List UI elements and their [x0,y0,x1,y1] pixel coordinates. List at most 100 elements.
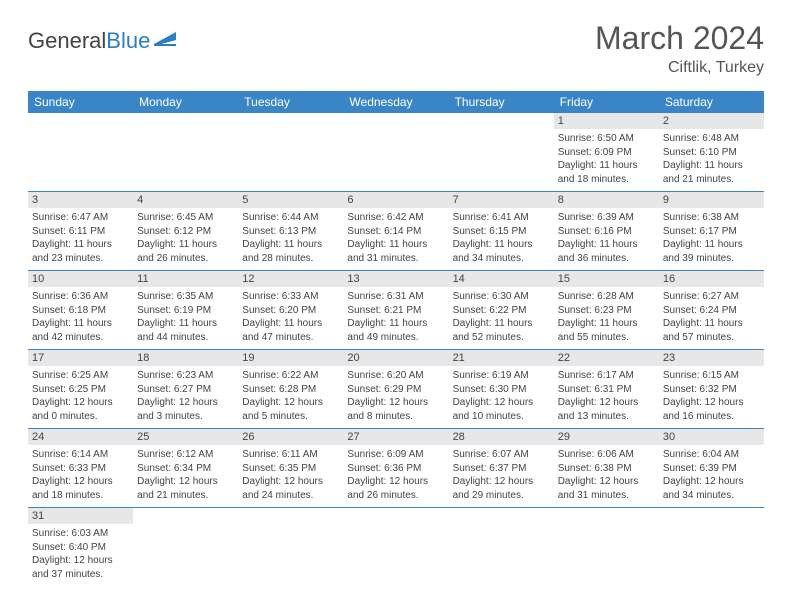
sunrise-text: Sunrise: 6:48 AM [663,132,760,146]
calendar-cell [343,508,448,587]
logo: GeneralBlue [28,28,180,54]
day-number: 5 [238,192,343,208]
calendar-cell [554,508,659,587]
sunset-text: Sunset: 6:22 PM [453,304,550,318]
calendar-body: 1Sunrise: 6:50 AMSunset: 6:09 PMDaylight… [28,113,764,586]
daylight-text: Daylight: 11 hours and 57 minutes. [663,317,760,344]
day-number: 26 [238,429,343,445]
sunrise-text: Sunrise: 6:19 AM [453,369,550,383]
day-info: Sunrise: 6:06 AMSunset: 6:38 PMDaylight:… [554,445,659,507]
sunset-text: Sunset: 6:21 PM [347,304,444,318]
page-header: GeneralBlue March 2024 Ciftlik, Turkey [28,20,764,77]
sunrise-text: Sunrise: 6:07 AM [453,448,550,462]
day-number: 16 [659,271,764,287]
daylight-text: Daylight: 12 hours and 8 minutes. [347,396,444,423]
logo-text-1: General [28,28,106,54]
calendar-cell: 16Sunrise: 6:27 AMSunset: 6:24 PMDayligh… [659,271,764,350]
calendar-cell: 17Sunrise: 6:25 AMSunset: 6:25 PMDayligh… [28,350,133,429]
day-number: 31 [28,508,133,524]
sunrise-text: Sunrise: 6:31 AM [347,290,444,304]
day-number: 19 [238,350,343,366]
calendar-cell [238,508,343,587]
day-info: Sunrise: 6:12 AMSunset: 6:34 PMDaylight:… [133,445,238,507]
daylight-text: Daylight: 12 hours and 29 minutes. [453,475,550,502]
calendar-cell: 11Sunrise: 6:35 AMSunset: 6:19 PMDayligh… [133,271,238,350]
calendar-cell: 2Sunrise: 6:48 AMSunset: 6:10 PMDaylight… [659,113,764,192]
calendar-cell [238,113,343,192]
sunrise-text: Sunrise: 6:09 AM [347,448,444,462]
sunrise-text: Sunrise: 6:20 AM [347,369,444,383]
calendar-cell [133,508,238,587]
calendar-cell: 1Sunrise: 6:50 AMSunset: 6:09 PMDaylight… [554,113,659,192]
sunset-text: Sunset: 6:37 PM [453,462,550,476]
day-info: Sunrise: 6:09 AMSunset: 6:36 PMDaylight:… [343,445,448,507]
sunrise-text: Sunrise: 6:39 AM [558,211,655,225]
calendar-cell: 22Sunrise: 6:17 AMSunset: 6:31 PMDayligh… [554,350,659,429]
day-info: Sunrise: 6:36 AMSunset: 6:18 PMDaylight:… [28,287,133,349]
daylight-text: Daylight: 11 hours and 44 minutes. [137,317,234,344]
day-number: 14 [449,271,554,287]
sunset-text: Sunset: 6:27 PM [137,383,234,397]
day-info: Sunrise: 6:14 AMSunset: 6:33 PMDaylight:… [28,445,133,507]
daylight-text: Daylight: 12 hours and 26 minutes. [347,475,444,502]
calendar-cell: 6Sunrise: 6:42 AMSunset: 6:14 PMDaylight… [343,192,448,271]
daylight-text: Daylight: 11 hours and 52 minutes. [453,317,550,344]
daylight-text: Daylight: 12 hours and 16 minutes. [663,396,760,423]
calendar-cell [659,508,764,587]
calendar-row: 1Sunrise: 6:50 AMSunset: 6:09 PMDaylight… [28,113,764,192]
day-number: 8 [554,192,659,208]
sunrise-text: Sunrise: 6:36 AM [32,290,129,304]
weekday-header: Wednesday [343,91,448,113]
day-number: 21 [449,350,554,366]
day-info: Sunrise: 6:27 AMSunset: 6:24 PMDaylight:… [659,287,764,349]
sunset-text: Sunset: 6:17 PM [663,225,760,239]
day-number: 15 [554,271,659,287]
day-number: 24 [28,429,133,445]
daylight-text: Daylight: 11 hours and 39 minutes. [663,238,760,265]
daylight-text: Daylight: 11 hours and 34 minutes. [453,238,550,265]
logo-text-2: Blue [106,28,150,54]
calendar-cell: 31Sunrise: 6:03 AMSunset: 6:40 PMDayligh… [28,508,133,587]
daylight-text: Daylight: 11 hours and 55 minutes. [558,317,655,344]
calendar-cell: 29Sunrise: 6:06 AMSunset: 6:38 PMDayligh… [554,429,659,508]
calendar-row: 31Sunrise: 6:03 AMSunset: 6:40 PMDayligh… [28,508,764,587]
calendar-cell: 27Sunrise: 6:09 AMSunset: 6:36 PMDayligh… [343,429,448,508]
title-block: March 2024 Ciftlik, Turkey [595,20,764,77]
sunset-text: Sunset: 6:32 PM [663,383,760,397]
sunset-text: Sunset: 6:10 PM [663,146,760,160]
day-info: Sunrise: 6:19 AMSunset: 6:30 PMDaylight:… [449,366,554,428]
day-info: Sunrise: 6:20 AMSunset: 6:29 PMDaylight:… [343,366,448,428]
day-info: Sunrise: 6:04 AMSunset: 6:39 PMDaylight:… [659,445,764,507]
sunrise-text: Sunrise: 6:17 AM [558,369,655,383]
weekday-header-row: Sunday Monday Tuesday Wednesday Thursday… [28,91,764,113]
day-number: 17 [28,350,133,366]
sunset-text: Sunset: 6:18 PM [32,304,129,318]
daylight-text: Daylight: 12 hours and 24 minutes. [242,475,339,502]
weekday-header: Tuesday [238,91,343,113]
day-info: Sunrise: 6:22 AMSunset: 6:28 PMDaylight:… [238,366,343,428]
calendar-cell: 18Sunrise: 6:23 AMSunset: 6:27 PMDayligh… [133,350,238,429]
day-info: Sunrise: 6:28 AMSunset: 6:23 PMDaylight:… [554,287,659,349]
sunrise-text: Sunrise: 6:12 AM [137,448,234,462]
calendar-cell: 5Sunrise: 6:44 AMSunset: 6:13 PMDaylight… [238,192,343,271]
daylight-text: Daylight: 11 hours and 42 minutes. [32,317,129,344]
sunrise-text: Sunrise: 6:23 AM [137,369,234,383]
calendar-cell: 10Sunrise: 6:36 AMSunset: 6:18 PMDayligh… [28,271,133,350]
calendar-table: Sunday Monday Tuesday Wednesday Thursday… [28,91,764,586]
sunset-text: Sunset: 6:40 PM [32,541,129,555]
daylight-text: Daylight: 11 hours and 47 minutes. [242,317,339,344]
sunrise-text: Sunrise: 6:06 AM [558,448,655,462]
day-info: Sunrise: 6:50 AMSunset: 6:09 PMDaylight:… [554,129,659,191]
calendar-cell [28,113,133,192]
calendar-cell: 25Sunrise: 6:12 AMSunset: 6:34 PMDayligh… [133,429,238,508]
sunset-text: Sunset: 6:28 PM [242,383,339,397]
sunset-text: Sunset: 6:19 PM [137,304,234,318]
calendar-cell: 13Sunrise: 6:31 AMSunset: 6:21 PMDayligh… [343,271,448,350]
sunset-text: Sunset: 6:29 PM [347,383,444,397]
sunrise-text: Sunrise: 6:50 AM [558,132,655,146]
day-info: Sunrise: 6:33 AMSunset: 6:20 PMDaylight:… [238,287,343,349]
sunrise-text: Sunrise: 6:30 AM [453,290,550,304]
sunset-text: Sunset: 6:24 PM [663,304,760,318]
daylight-text: Daylight: 11 hours and 28 minutes. [242,238,339,265]
sunrise-text: Sunrise: 6:35 AM [137,290,234,304]
